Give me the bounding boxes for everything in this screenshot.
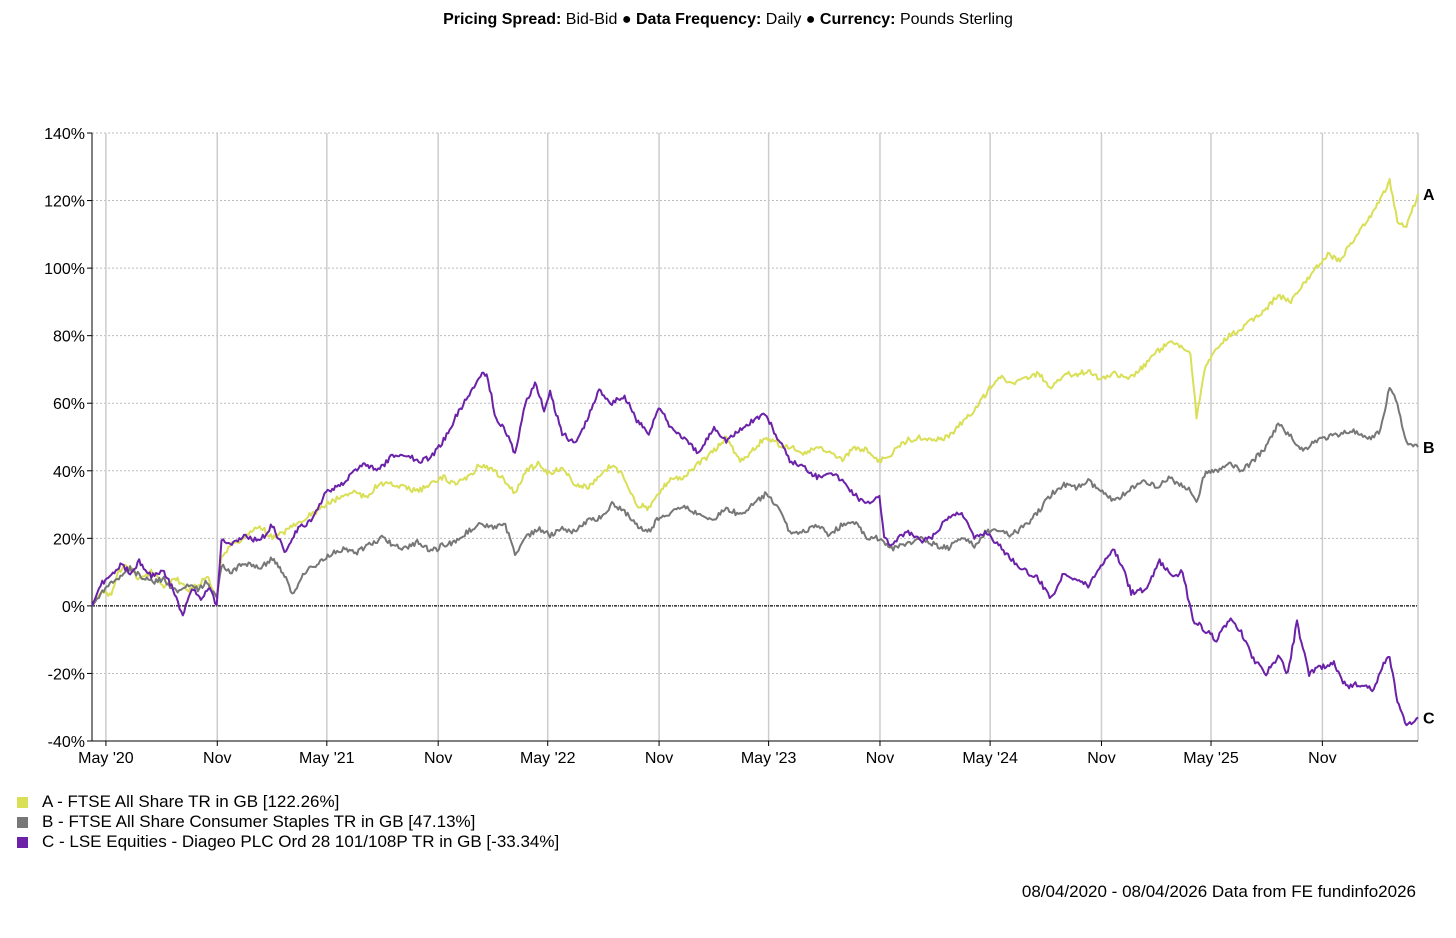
x-tick-label: May '23 <box>741 750 797 767</box>
y-tick-label: 60% <box>53 396 85 413</box>
legend-label-c: C - LSE Equities - Diageo PLC Ord 28 101… <box>42 832 560 851</box>
series-end-label-b: B <box>1423 440 1435 457</box>
series-end-label-a: A <box>1423 187 1435 204</box>
y-tick-label: 120% <box>44 194 85 211</box>
currency-label: Currency: <box>819 11 896 28</box>
x-tick-label: May '22 <box>520 750 576 767</box>
legend-swatch-a <box>17 796 28 808</box>
legend-item-b: B - FTSE All Share Consumer Staples TR i… <box>17 812 559 832</box>
data-frequency-label: Data Frequency: <box>635 11 762 28</box>
x-tick-label: May '20 <box>78 750 134 767</box>
x-tick-label: Nov <box>424 750 452 767</box>
x-tick-label: May '21 <box>299 750 355 767</box>
chart-series <box>91 177 1419 727</box>
legend-label-a: A - FTSE All Share TR in GB [122.26%] <box>42 792 340 811</box>
pricing-spread-value: Bid-Bid <box>565 11 618 28</box>
legend-item-c: C - LSE Equities - Diageo PLC Ord 28 101… <box>17 832 559 852</box>
chart-legend: A - FTSE All Share TR in GB [122.26%] B … <box>17 792 559 852</box>
x-tick-label: May '25 <box>1183 750 1239 767</box>
chart-header: Pricing Spread: Bid-Bid ● Data Frequency… <box>0 11 1456 29</box>
data-source-footer: 08/04/2020 - 08/04/2026 Data from FE fun… <box>1021 882 1416 901</box>
legend-label-b: B - FTSE All Share Consumer Staples TR i… <box>42 812 476 831</box>
data-frequency-value: Daily <box>765 11 802 28</box>
legend-swatch-c <box>17 836 28 848</box>
y-tick-label: 100% <box>44 261 85 278</box>
series-line-b <box>91 386 1419 607</box>
chart-grid <box>92 132 1419 742</box>
currency-value: Pounds Sterling <box>899 11 1013 28</box>
series-line-c <box>91 371 1419 727</box>
y-tick-label: 80% <box>53 329 85 346</box>
series-end-label-c: C <box>1423 710 1435 727</box>
y-tick-label: -40% <box>48 734 85 751</box>
series-line-a <box>91 177 1419 607</box>
y-tick-label: 140% <box>44 126 85 143</box>
x-tick-label: Nov <box>203 750 231 767</box>
x-tick-label: May '24 <box>962 750 1018 767</box>
chart-labels: -40% -20% 0% 20% 40% 60% 80% 100% 120% 140% May '2… <box>44 126 1435 767</box>
separator-dot: ● <box>805 11 816 28</box>
y-tick-label: 20% <box>53 531 85 548</box>
pricing-spread-label: Pricing Spread: <box>443 11 562 28</box>
y-tick-label: 0% <box>62 599 85 616</box>
legend-item-a: A - FTSE All Share TR in GB [122.26%] <box>17 792 559 812</box>
y-tick-label: -20% <box>48 666 85 683</box>
x-tick-label: Nov <box>645 750 673 767</box>
y-tick-label: 40% <box>53 464 85 481</box>
separator-dot: ● <box>621 11 632 28</box>
chart-axes <box>87 132 1418 746</box>
x-tick-label: Nov <box>1308 750 1336 767</box>
legend-swatch-b <box>17 816 28 828</box>
x-tick-label: Nov <box>866 750 894 767</box>
x-tick-label: Nov <box>1087 750 1115 767</box>
